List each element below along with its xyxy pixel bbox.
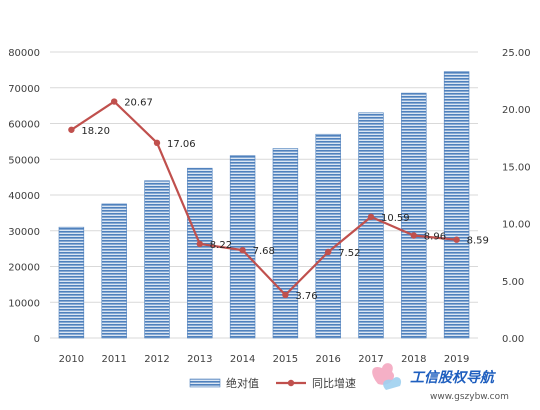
- legend: 绝对值 同比增速: [189, 376, 356, 390]
- left-tick-label: 50000: [8, 155, 40, 166]
- x-tick-label: 2019: [444, 354, 469, 365]
- line-point: [410, 232, 417, 239]
- line-point: [282, 291, 289, 299]
- x-tick-label: 2014: [230, 354, 255, 365]
- right-tick-label: 10.00: [502, 220, 531, 231]
- left-tick-label: 0: [34, 334, 40, 345]
- watermark: 工信股权导航 www.gszybw.com: [372, 363, 509, 402]
- line-point: [196, 240, 203, 248]
- data-label: 3.76: [295, 291, 317, 302]
- x-tick-label: 2016: [315, 354, 340, 365]
- data-label: 18.20: [81, 126, 110, 137]
- x-axis-ticks: 2010 2011 2012 2013 2014 2015 2016 2017 2018 2019: [59, 354, 470, 365]
- bar: [401, 92, 427, 339]
- legend-bar-swatch: [189, 378, 221, 388]
- x-tick-label: 2011: [101, 354, 126, 365]
- line-point: [68, 126, 75, 133]
- left-tick-label: 40000: [8, 191, 40, 202]
- left-tick-label: 80000: [8, 48, 40, 59]
- bar: [58, 226, 85, 339]
- line-point: [239, 246, 246, 254]
- data-label: 20.67: [124, 98, 153, 109]
- legend-line-marker: [287, 379, 295, 387]
- left-tick-label: 10000: [8, 298, 40, 309]
- data-label: 17.06: [167, 139, 196, 150]
- left-tick-label: 20000: [8, 263, 40, 274]
- right-tick-label: 25.00: [502, 48, 531, 59]
- x-tick-label: 2012: [144, 354, 169, 365]
- right-axis-ticks: 0.00 5.00 10.00 15.00 20.00 25.00: [502, 48, 531, 345]
- watermark-url: www.gszybw.com: [430, 392, 509, 402]
- bar: [229, 155, 256, 339]
- right-tick-label: 15.00: [502, 162, 531, 173]
- data-label: 7.52: [338, 248, 360, 259]
- x-tick-label: 2013: [187, 354, 212, 365]
- legend-line-label: 同比增速: [312, 376, 356, 390]
- line-series: 18.20 20.67 17.06 8.22 7.68 3.76 7.52 10.59 8.96…: [68, 98, 489, 302]
- x-tick-label: 2010: [59, 354, 84, 365]
- bar: [315, 133, 341, 339]
- line-point: [153, 139, 161, 147]
- line-point: [367, 213, 375, 221]
- x-tick-label: 2018: [401, 354, 426, 365]
- bar: [358, 112, 384, 339]
- bar: [101, 203, 127, 339]
- right-tick-label: 5.00: [502, 277, 524, 288]
- line-point: [111, 98, 118, 105]
- watermark-logo-icon: [372, 363, 402, 390]
- line-point: [453, 236, 460, 243]
- left-tick-label: 30000: [8, 227, 40, 238]
- left-tick-label: 60000: [8, 120, 40, 131]
- data-label: 8.22: [210, 240, 232, 251]
- bar: [443, 71, 470, 339]
- bar-series: [58, 71, 470, 339]
- watermark-title: 工信股权导航: [410, 369, 496, 386]
- right-tick-label: 20.00: [502, 105, 531, 116]
- line-point: [325, 248, 332, 256]
- bar: [144, 180, 170, 339]
- x-tick-label: 2015: [273, 354, 298, 365]
- left-axis-ticks: 0 10000 20000 30000 40000 50000 60000 70000 8000…: [8, 48, 40, 345]
- bar: [187, 167, 213, 339]
- bar: [272, 148, 299, 339]
- left-tick-label: 70000: [8, 84, 40, 95]
- right-tick-label: 0.00: [502, 334, 524, 345]
- legend-bar-label: 绝对值: [226, 376, 259, 390]
- data-label: 10.59: [381, 213, 410, 224]
- data-label: 8.96: [424, 231, 446, 242]
- data-label: 8.59: [467, 236, 489, 247]
- series-line: [70, 100, 457, 297]
- data-label: 7.68: [253, 246, 275, 257]
- x-tick-label: 2017: [358, 354, 383, 365]
